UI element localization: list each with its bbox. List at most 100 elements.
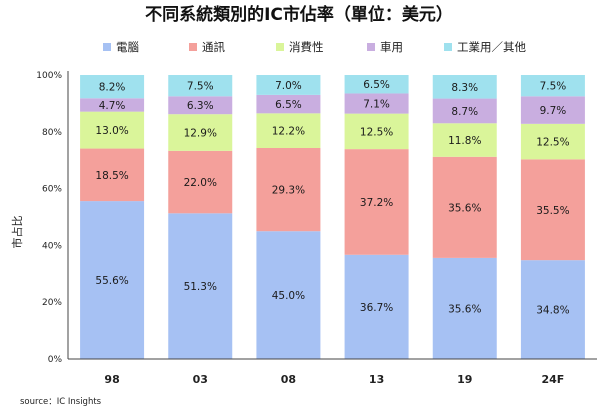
data-label: 35.6%: [448, 202, 481, 214]
bar-segment: [344, 149, 409, 255]
bar-segment: [168, 75, 233, 97]
y-tick-label: 20%: [42, 298, 62, 308]
data-label: 55.6%: [95, 275, 128, 287]
x-tick-label: 08: [281, 373, 296, 386]
bar-segment: [256, 147, 321, 232]
x-axis-ticks: 98 03 08 13 19 24F: [104, 373, 564, 386]
bar-segment: [432, 75, 497, 99]
bar-segment: [80, 75, 145, 99]
bar-segment: [344, 75, 409, 94]
data-label: 7.5%: [187, 81, 214, 93]
bar-segment: [432, 257, 497, 359]
data-label: 4.7%: [99, 100, 126, 112]
y-axis-label: 市占比: [10, 216, 24, 249]
source-note: source：IC Insights: [20, 397, 102, 407]
data-label: 36.7%: [360, 302, 393, 314]
data-label: 13.0%: [95, 125, 128, 137]
y-tick-label: 80%: [42, 128, 62, 138]
legend-swatch: [276, 43, 284, 51]
bar-group-98: 55.6% 18.5% 13.0% 4.7% 8.2%: [80, 75, 145, 359]
bar-group-03: 51.3% 22.0% 12.9% 6.3% 7.5%: [168, 75, 233, 359]
bar-segment: [344, 254, 409, 359]
bar-segment: [520, 159, 585, 261]
chart-title: 不同系統類別的IC市佔率（單位：美元）: [145, 4, 453, 25]
data-label: 12.5%: [360, 126, 393, 138]
legend-swatch: [189, 43, 197, 51]
bar-segment: [256, 231, 321, 359]
bar-segment: [168, 213, 233, 359]
legend-label: 工業用／其他: [457, 40, 526, 54]
legend-swatch: [444, 43, 452, 51]
bars: 55.6% 18.5% 13.0% 4.7% 8.2% 51.3% 22.0% 12.9% 6.…: [80, 75, 585, 359]
legend-item: 工業用／其他: [444, 40, 526, 54]
data-label: 12.9%: [184, 128, 217, 140]
data-label: 37.2%: [360, 197, 393, 209]
legend-label: 消費性: [289, 40, 324, 54]
data-label: 7.0%: [275, 80, 302, 92]
data-label: 12.2%: [272, 126, 305, 138]
y-tick-label: 0%: [48, 355, 63, 365]
x-tick-label: 24F: [542, 373, 565, 386]
bar-segment: [520, 96, 585, 124]
legend-item: 消費性: [276, 40, 324, 54]
data-label: 8.3%: [451, 82, 478, 94]
legend-label: 電腦: [116, 40, 139, 54]
bar-segment: [520, 75, 585, 97]
data-label: 35.5%: [536, 205, 569, 217]
x-tick-label: 13: [369, 373, 384, 386]
data-label: 12.5%: [536, 137, 569, 149]
data-label: 11.8%: [448, 135, 481, 147]
bar-segment: [80, 148, 145, 202]
legend-label: 車用: [380, 40, 403, 54]
bar-segment: [168, 96, 233, 115]
bar-group-08: 45.0% 29.3% 12.2% 6.5% 7.0%: [256, 75, 321, 359]
x-tick-label: 19: [457, 373, 472, 386]
data-label: 8.7%: [451, 106, 478, 118]
y-axis-ticks: 0% 20% 40% 60% 80% 100%: [36, 71, 62, 365]
bar-segment: [520, 260, 585, 359]
legend-label: 通訊: [202, 40, 225, 54]
bar-segment: [432, 123, 497, 157]
data-label: 35.6%: [448, 303, 481, 315]
bar-segment: [520, 123, 585, 160]
data-label: 45.0%: [272, 290, 305, 302]
y-tick-label: 100%: [36, 71, 62, 81]
bar-group-24F: 34.8% 35.5% 12.5% 9.7% 7.5%: [520, 75, 585, 359]
bar-segment: [256, 94, 321, 114]
bar-segment: [344, 113, 409, 150]
data-label: 7.5%: [540, 81, 567, 93]
legend: 電腦 通訊 消費性 車用 工業用／其他: [103, 40, 526, 54]
legend-swatch: [367, 43, 375, 51]
data-label: 51.3%: [184, 281, 217, 293]
bar-segment: [256, 75, 321, 95]
data-label: 8.2%: [99, 82, 126, 94]
x-tick-label: 98: [104, 373, 119, 386]
x-tick-label: 03: [193, 373, 208, 386]
bar-segment: [80, 201, 145, 359]
data-label: 7.1%: [363, 99, 390, 111]
y-tick-label: 40%: [42, 241, 62, 251]
data-label: 34.8%: [536, 305, 569, 317]
legend-item: 電腦: [103, 40, 139, 54]
y-tick-label: 60%: [42, 185, 62, 195]
data-label: 22.0%: [184, 177, 217, 189]
bar-segment: [256, 113, 321, 148]
data-label: 29.3%: [272, 185, 305, 197]
bar-segment: [168, 150, 233, 214]
legend-swatch: [103, 43, 111, 51]
data-label: 18.5%: [95, 170, 128, 182]
bar-segment: [432, 156, 497, 258]
bar-segment: [80, 98, 145, 112]
data-label: 9.7%: [540, 105, 567, 117]
data-label: 6.3%: [187, 100, 214, 112]
bar-segment: [168, 114, 233, 151]
bar-group-19: 35.6% 35.6% 11.8% 8.7% 8.3%: [432, 75, 497, 359]
legend-item: 車用: [367, 40, 403, 54]
bar-segment: [344, 93, 409, 114]
data-label: 6.5%: [363, 79, 390, 91]
data-label: 6.5%: [275, 99, 302, 111]
bar-group-13: 36.7% 37.2% 12.5% 7.1% 6.5%: [344, 75, 409, 359]
bar-segment: [432, 98, 497, 124]
bar-segment: [80, 111, 145, 149]
